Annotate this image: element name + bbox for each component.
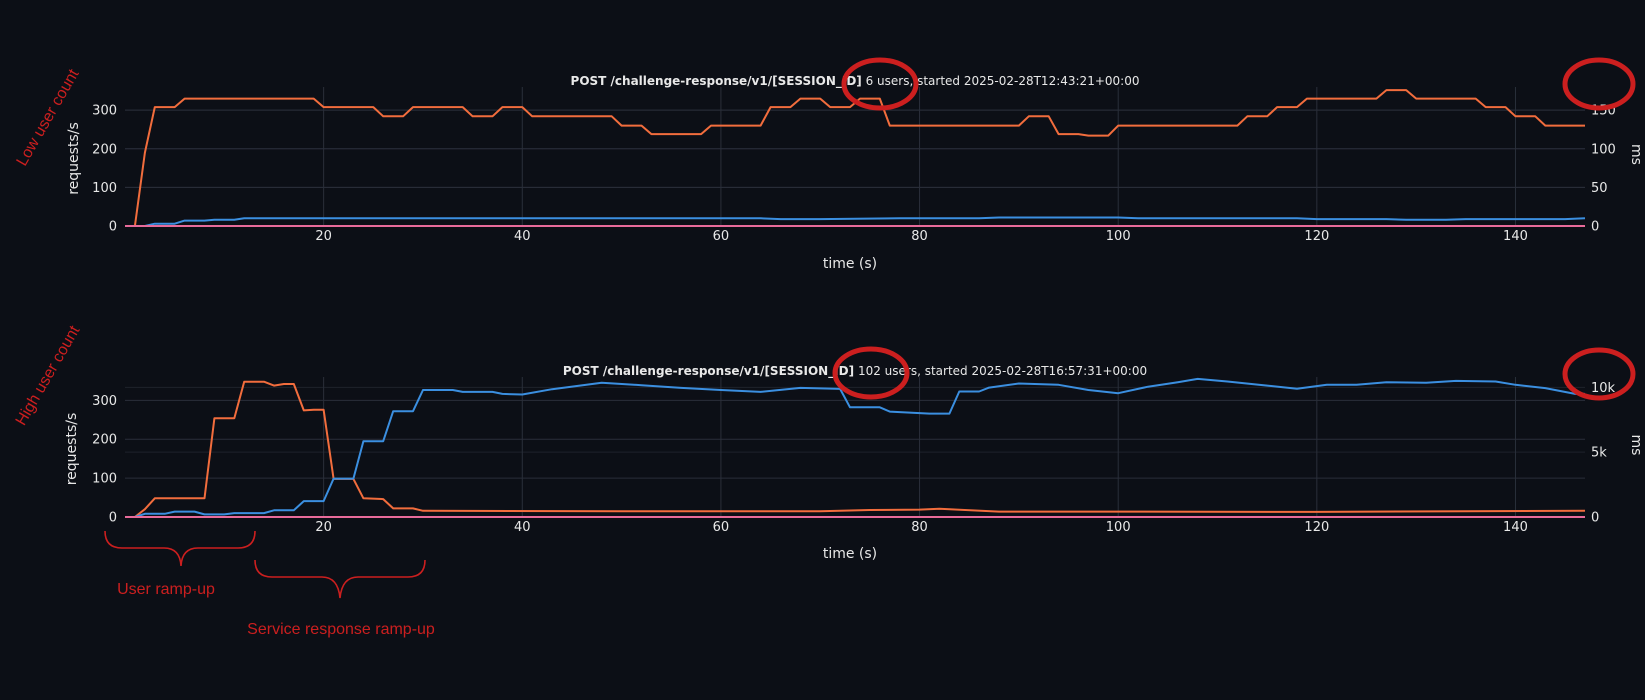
top-users-highlight-circle [841, 57, 919, 111]
chart-title-details: 6 users, started 2025-02-28T12:43:21+00:… [862, 74, 1140, 88]
user-ramp-brace [104, 530, 256, 567]
x-tick-label: 20 [315, 229, 332, 244]
chart-high-user-count: 20 40 60 80 100 120 140 0 100 200 300 0 5k 10k POST /c… [64, 364, 1644, 562]
chart-low-user-count: 20 40 60 80 100 120 1400100200300050100150POST… [66, 74, 1644, 272]
y-tick-label: 300 [92, 394, 117, 409]
x-tick-label: 100 [1106, 229, 1131, 244]
y-tick-label: 300 [92, 104, 117, 119]
x-tick-label: 120 [1304, 520, 1329, 535]
x-tick-label: 40 [514, 520, 531, 535]
chart-title-endpoint: POST /challenge-response/v1/[SESSION_ID] [563, 364, 854, 379]
user-ramp-label: User ramp-up [117, 581, 215, 598]
y-tick-label: 200 [92, 142, 117, 157]
y2-tick-label: 5k [1591, 446, 1607, 461]
chart-title-details: 102 users, started 2025-02-28T16:57:31+0… [854, 364, 1147, 378]
series-line-latency [144, 216, 1586, 227]
top-ms-max-highlight-circle [1562, 57, 1636, 111]
bottom-users-highlight-circle [832, 346, 910, 400]
chart-title: POST /challenge-response/v1/[SESSION_ID]… [571, 74, 1140, 89]
y2-axis-label: ms [1628, 144, 1644, 165]
y-tick-label: 0 [109, 220, 117, 235]
y2-axis-label: ms [1628, 435, 1644, 456]
x-tick-label: 60 [713, 229, 730, 244]
x-tick-label: 60 [713, 520, 730, 535]
chart-title-endpoint: POST /challenge-response/v1/[SESSION_ID] [571, 74, 862, 89]
chart-title: POST /challenge-response/v1/[SESSION_ID]… [563, 364, 1147, 379]
x-axis-label: time (s) [823, 546, 877, 562]
x-tick-label: 80 [911, 229, 928, 244]
y-axis-label: requests/s [66, 122, 82, 195]
y-tick-label: 0 [109, 511, 117, 526]
y2-tick-label: 50 [1591, 181, 1608, 196]
x-tick-label: 100 [1106, 520, 1131, 535]
series-line-latency [125, 377, 1585, 518]
bottom-ms-max-highlight-circle [1562, 347, 1636, 401]
x-tick-label: 140 [1503, 229, 1528, 244]
y2-tick-label: 0 [1591, 220, 1599, 235]
series-line-requests [125, 89, 1585, 227]
x-tick-label: 120 [1304, 229, 1329, 244]
x-axis-label: time (s) [823, 256, 877, 272]
x-tick-label: 20 [315, 520, 332, 535]
y2-tick-label: 0 [1591, 511, 1599, 526]
x-tick-label: 80 [911, 520, 928, 535]
x-tick-label: 40 [514, 229, 531, 244]
x-tick-label: 140 [1503, 520, 1528, 535]
service-ramp-label: Service response ramp-up [247, 621, 435, 638]
service-ramp-brace [254, 559, 426, 599]
y-tick-label: 200 [92, 433, 117, 448]
y-tick-label: 100 [92, 472, 117, 487]
y2-tick-label: 10k [1591, 381, 1616, 396]
y-tick-label: 100 [92, 181, 117, 196]
y-axis-label: requests/s [64, 413, 80, 486]
y2-tick-label: 100 [1591, 142, 1616, 157]
